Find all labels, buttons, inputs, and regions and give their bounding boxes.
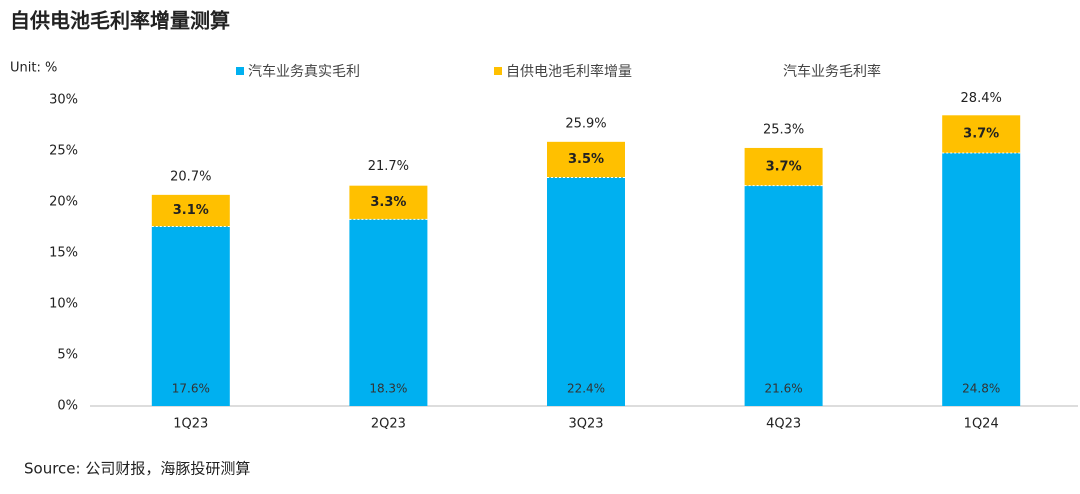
legend-label: 汽车业务真实毛利 xyxy=(248,63,360,80)
total-label: 20.7% xyxy=(170,169,211,184)
value-label: 24.8% xyxy=(962,382,1000,396)
bar-segment xyxy=(942,115,1021,154)
x-tick-label: 4Q23 xyxy=(766,417,801,432)
y-tick-label: 25% xyxy=(49,144,78,159)
chart-title: 自供电池毛利率增量测算 xyxy=(10,9,230,33)
y-tick-label: 10% xyxy=(49,297,78,312)
legend-swatch xyxy=(236,67,244,75)
bar-segment xyxy=(744,185,823,406)
y-tick-label: 20% xyxy=(49,195,78,210)
value-label: 3.1% xyxy=(173,203,209,218)
value-label: 18.3% xyxy=(369,382,407,396)
total-label: 25.3% xyxy=(763,122,804,137)
value-label: 3.5% xyxy=(568,152,604,167)
source: Source: 公司财报，海豚投研测算 xyxy=(24,460,250,478)
value-label: 21.6% xyxy=(765,382,803,396)
value-label: 3.7% xyxy=(766,159,802,174)
total-label: 28.4% xyxy=(961,91,1002,106)
total-label: 21.7% xyxy=(368,159,409,174)
y-tick-label: 5% xyxy=(57,348,78,363)
bar-segment xyxy=(151,194,230,227)
unit-label: Unit: % xyxy=(10,61,57,76)
bar-segment xyxy=(151,226,230,406)
value-label: 22.4% xyxy=(567,382,605,396)
bar-segment xyxy=(349,185,428,220)
y-tick-label: 30% xyxy=(49,93,78,108)
y-tick-label: 0% xyxy=(57,399,78,414)
bar-segment xyxy=(547,177,625,406)
x-tick-label: 1Q24 xyxy=(964,417,999,432)
bar-segment xyxy=(942,153,1021,406)
bar-segment xyxy=(349,219,428,406)
legend-label: 汽车业务毛利率 xyxy=(783,63,881,80)
bar-segment xyxy=(547,141,625,178)
value-label: 3.3% xyxy=(370,195,406,210)
x-tick-label: 1Q23 xyxy=(173,417,208,432)
legend-swatch xyxy=(494,67,502,75)
x-tick-label: 2Q23 xyxy=(371,417,406,432)
x-tick-label: 3Q23 xyxy=(568,417,603,432)
value-label: 17.6% xyxy=(172,382,210,396)
bar-segment xyxy=(744,147,823,186)
y-tick-label: 15% xyxy=(49,246,78,261)
total-label: 25.9% xyxy=(565,116,606,131)
value-label: 3.7% xyxy=(963,127,999,142)
legend-label: 自供电池毛利率增量 xyxy=(506,63,632,80)
